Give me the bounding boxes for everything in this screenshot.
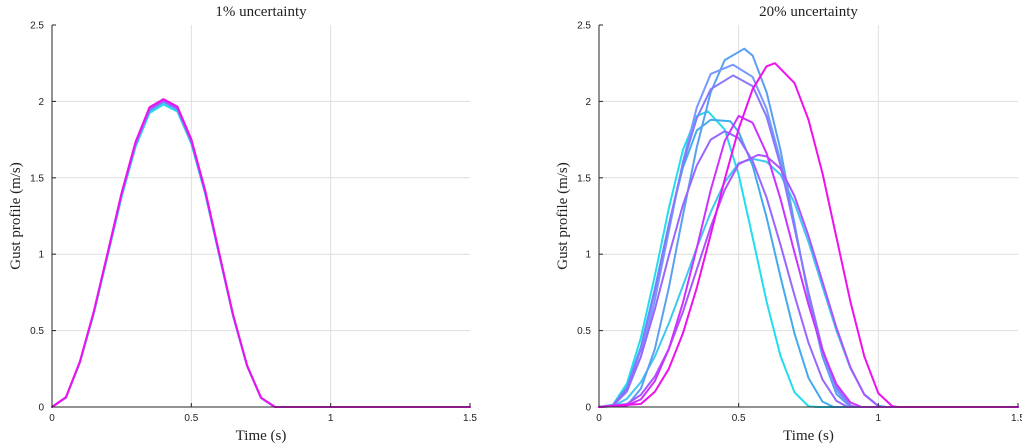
x-tick-label: 0 [49,413,55,424]
series-line-10 [598,62,1019,408]
chart-title: 20% uncertainty [759,4,858,20]
series-line-4 [51,98,471,408]
chart-title: 1% uncertainty [215,4,307,20]
y-tick-label: 1.5 [30,173,44,184]
chart-panel: 0 0.5 1 1.5 0 0.5 1 1.5 2 2.5 20% uncertainty Time … [555,4,1022,444]
y-tick-label: 1 [585,250,591,261]
x-axis-label: Time (s) [783,428,834,444]
series-line-7 [598,130,1019,408]
x-tick-label: 1 [328,413,334,424]
y-tick-label: 1.5 [577,173,591,184]
x-tick-label: 1.5 [463,413,477,424]
y-tick-label: 0.5 [577,326,591,337]
y-tick-label: 0.5 [30,326,44,337]
series-line-4 [598,47,1019,408]
x-tick-label: 0.5 [732,413,746,424]
y-tick-label: 2.5 [577,21,591,32]
y-tick-label: 2 [585,97,591,108]
chart-panel: 0 0.5 1 1.5 0 0.5 1 1.5 2 2.5 1% uncertainty Time (… [8,4,477,444]
x-tick-label: 0.5 [184,413,198,424]
x-tick-label: 1.5 [1011,413,1022,424]
y-tick-label: 2 [38,97,44,108]
series-line-9 [598,114,1019,408]
y-tick-label: 0 [585,403,591,414]
y-axis-label: Gust profile (m/s) [8,162,24,269]
y-tick-label: 2.5 [30,21,44,32]
series-line-1 [51,103,471,408]
y-tick-label: 1 [38,250,44,261]
y-axis-label: Gust profile (m/s) [555,162,571,269]
x-tick-label: 1 [876,413,882,424]
x-axis-label: Time (s) [236,428,287,444]
x-tick-label: 0 [596,413,602,424]
y-tick-label: 0 [38,403,44,414]
